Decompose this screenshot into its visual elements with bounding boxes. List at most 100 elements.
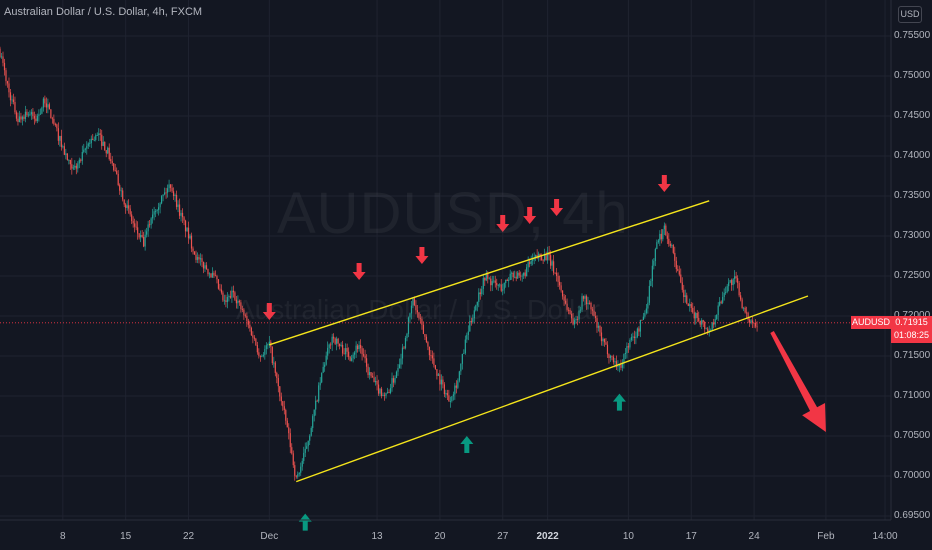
candle-body [648, 285, 650, 303]
candle-body [153, 211, 155, 215]
candle-body [594, 316, 597, 319]
candle-body [171, 187, 173, 192]
candle-body [681, 282, 683, 290]
candle-body [361, 348, 363, 355]
candle-body [141, 234, 143, 237]
candle-body [225, 300, 227, 303]
candle-body [440, 379, 442, 385]
candle-body [743, 307, 745, 309]
candle-body [59, 135, 61, 141]
candle-body [138, 233, 140, 238]
candle-body [415, 305, 417, 311]
candle-body [722, 297, 724, 303]
candle-body [491, 281, 493, 286]
candle-body [83, 149, 85, 153]
channel-upper-line[interactable] [269, 200, 710, 346]
candle-body [226, 296, 229, 303]
buy-arrow-icon[interactable] [298, 513, 312, 531]
candle-body [382, 395, 384, 397]
candle-body [481, 288, 483, 295]
candle-body [379, 388, 381, 394]
candle-body [472, 318, 474, 323]
candle-body [550, 255, 552, 266]
candle-body [169, 184, 172, 188]
currency-button[interactable]: USD [898, 6, 922, 23]
candle-body [300, 466, 302, 473]
candle-body [15, 112, 18, 119]
candle-body [391, 378, 393, 389]
forecast-arrow-icon[interactable] [761, 326, 838, 438]
sell-arrow-icon[interactable] [550, 199, 564, 216]
candle-body [190, 235, 193, 249]
candle-body [394, 378, 396, 383]
candle-body [126, 205, 128, 208]
sell-arrow-icon[interactable] [415, 247, 429, 264]
candle-body [243, 309, 245, 316]
candle-body [325, 355, 327, 365]
buy-arrow-icon[interactable] [460, 436, 474, 453]
candle-body [609, 355, 612, 359]
candle-body [349, 356, 351, 361]
candle-body [437, 374, 439, 376]
sell-arrow-icon[interactable] [657, 175, 671, 192]
last-price-value: 0.71915 [895, 317, 928, 327]
candle-body [177, 204, 179, 207]
candle-body [734, 276, 736, 279]
candle-body [416, 310, 419, 313]
candle-body [638, 328, 640, 332]
sell-arrow-icon[interactable] [523, 207, 537, 224]
candle-body [647, 302, 649, 309]
candle-body [615, 361, 618, 368]
candle-body [591, 309, 594, 311]
drawing-overlays[interactable] [0, 175, 891, 531]
candle-body [172, 191, 175, 196]
candle-body [650, 280, 652, 286]
candle-body [134, 223, 136, 227]
candle-body [720, 301, 722, 303]
candle-body [529, 262, 531, 264]
candle-body [555, 272, 558, 276]
candle-body [102, 141, 104, 146]
candle-body [44, 98, 46, 104]
candle-body [21, 116, 24, 120]
candle-body [642, 316, 644, 321]
sell-arrow-icon[interactable] [352, 263, 366, 280]
candle-body [512, 272, 514, 278]
candle-body [155, 211, 157, 212]
price-tick-label: 0.74000 [894, 150, 931, 161]
candle-body [57, 128, 59, 141]
time-tick-label: Dec [260, 531, 279, 542]
candle-body [294, 465, 296, 476]
channel-lower-line[interactable] [296, 295, 809, 483]
sell-arrow-icon[interactable] [262, 303, 276, 320]
candle-body [20, 116, 22, 120]
candle-body [291, 447, 293, 454]
candle-body [156, 209, 158, 212]
candle-body [119, 185, 121, 191]
candle-body [713, 322, 715, 325]
candle-body [632, 336, 634, 338]
candle-body [500, 284, 502, 291]
sell-arrow-icon[interactable] [496, 215, 510, 232]
candle-body [252, 335, 254, 338]
buy-arrow-icon[interactable] [612, 393, 626, 411]
candle-body [478, 292, 480, 302]
candle-body [51, 118, 53, 120]
candle-body [35, 118, 37, 121]
candle-body [309, 435, 311, 441]
candle-body [719, 301, 721, 306]
candle-body [9, 92, 12, 101]
candle-body [229, 296, 232, 298]
candle-body [747, 312, 749, 320]
candle-body [8, 83, 10, 93]
candle-body [114, 170, 116, 171]
candle-body [113, 163, 115, 171]
candle-body [419, 318, 422, 320]
candle-body [75, 165, 77, 169]
candle-body [645, 308, 647, 314]
candle-body [214, 275, 217, 277]
candle-body [183, 217, 185, 221]
candle-body [427, 342, 429, 347]
candle-body [104, 141, 106, 151]
